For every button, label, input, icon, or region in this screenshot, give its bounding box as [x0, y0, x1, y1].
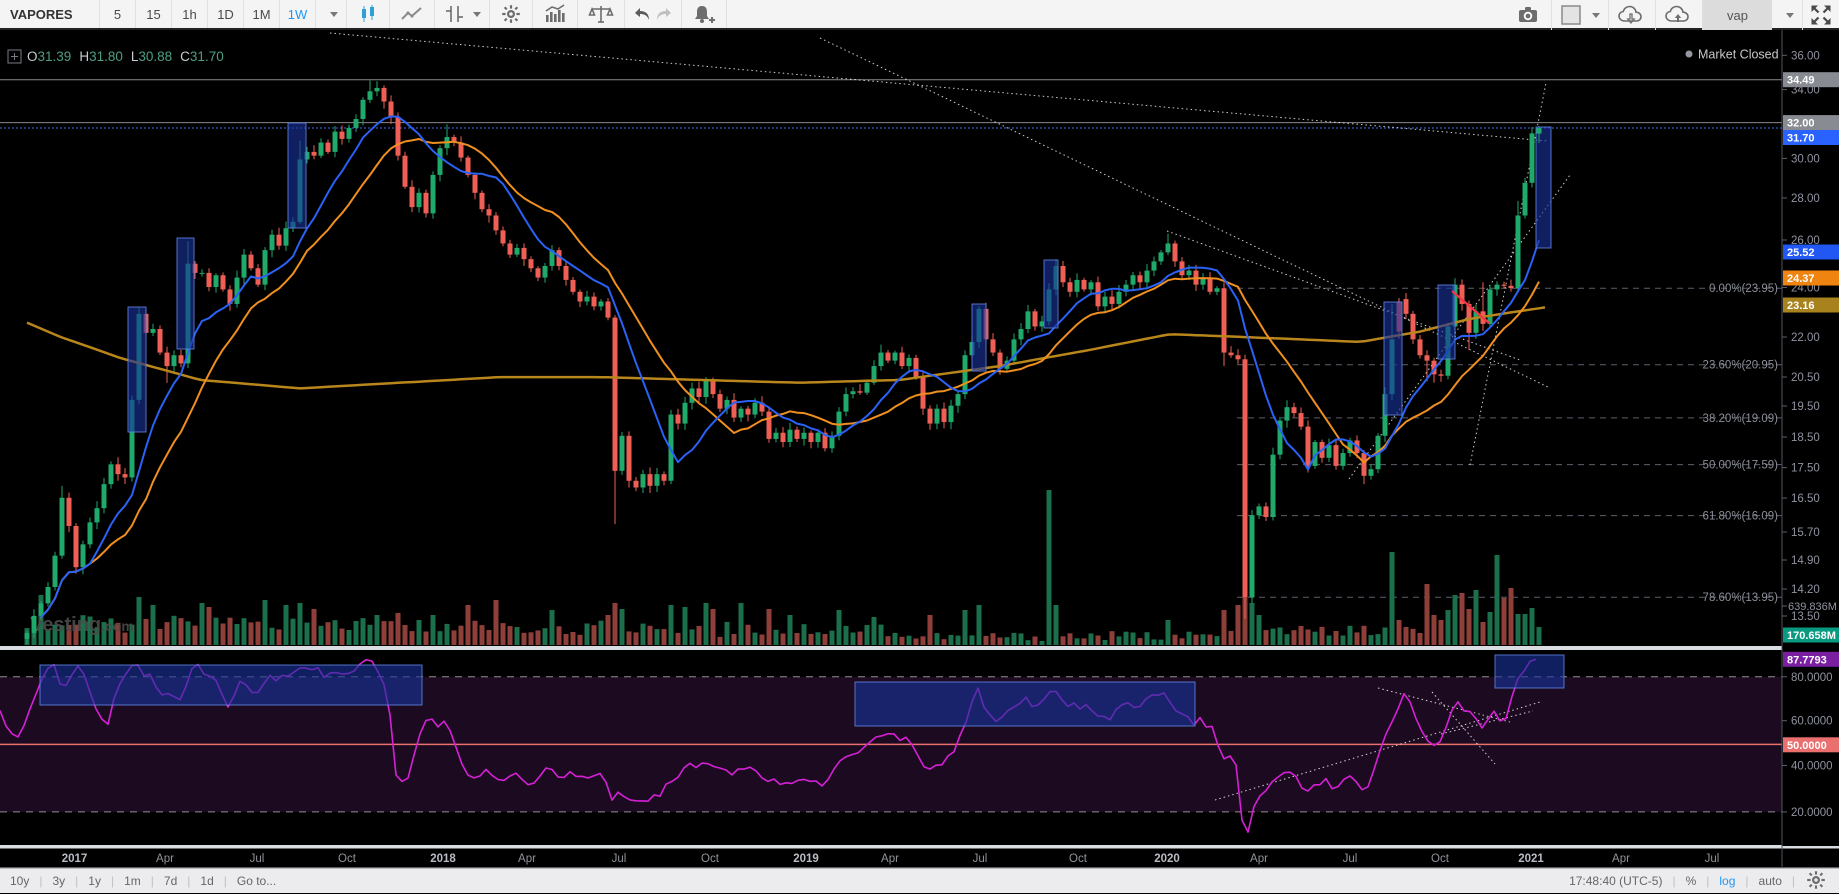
svg-text:34.00: 34.00	[1791, 85, 1820, 97]
svg-text:20.50: 20.50	[1791, 372, 1820, 384]
svg-text:Oct: Oct	[338, 853, 357, 865]
svg-text:22.00: 22.00	[1791, 332, 1820, 344]
svg-text:25.52: 25.52	[1787, 247, 1815, 259]
svg-text:16.50: 16.50	[1791, 493, 1820, 505]
svg-text:28.00: 28.00	[1791, 193, 1820, 205]
svg-text:0.00%(23.95): 0.00%(23.95)	[1709, 283, 1778, 295]
svg-text:Jul: Jul	[973, 853, 988, 865]
svg-text:17.50: 17.50	[1791, 463, 1820, 475]
svg-text:40.0000: 40.0000	[1791, 761, 1833, 773]
svg-text:32.00: 32.00	[1787, 118, 1815, 130]
svg-text:Jul: Jul	[1705, 853, 1720, 865]
svg-text:Market Closed: Market Closed	[1698, 48, 1779, 62]
svg-text:Oct: Oct	[1069, 853, 1088, 865]
svg-text:Apr: Apr	[156, 853, 174, 865]
svg-text:15.70: 15.70	[1791, 527, 1820, 539]
svg-text:50.00%(17.59): 50.00%(17.59)	[1703, 460, 1779, 472]
svg-text:Apr: Apr	[518, 853, 536, 865]
svg-text:2017: 2017	[62, 853, 88, 865]
svg-text:2021: 2021	[1518, 853, 1544, 865]
svg-text:Jul: Jul	[612, 853, 627, 865]
svg-text:60.0000: 60.0000	[1791, 716, 1833, 728]
svg-text:23.60%(20.95): 23.60%(20.95)	[1703, 360, 1779, 372]
svg-text:18.50: 18.50	[1791, 432, 1820, 444]
svg-text:30.00: 30.00	[1791, 153, 1820, 165]
svg-text:Oct: Oct	[701, 853, 720, 865]
svg-text:23.16: 23.16	[1787, 300, 1815, 312]
svg-text:2020: 2020	[1154, 853, 1180, 865]
svg-text:Jul: Jul	[1343, 853, 1358, 865]
svg-text:2019: 2019	[793, 853, 819, 865]
svg-text:24.37: 24.37	[1787, 273, 1815, 285]
svg-text:Apr: Apr	[1612, 853, 1630, 865]
svg-text:170.658M: 170.658M	[1787, 630, 1836, 642]
svg-text:26.00: 26.00	[1791, 235, 1820, 247]
svg-text:Jul: Jul	[250, 853, 265, 865]
svg-text:2018: 2018	[430, 853, 456, 865]
svg-text:87.7793: 87.7793	[1787, 654, 1827, 666]
svg-text:Vesting.com: Vesting.com	[30, 614, 134, 636]
svg-text:36.00: 36.00	[1791, 50, 1820, 62]
svg-text:Apr: Apr	[881, 853, 899, 865]
svg-text:14.90: 14.90	[1791, 555, 1820, 567]
svg-text:639.836M: 639.836M	[1788, 601, 1837, 613]
svg-text:38.20%(19.09): 38.20%(19.09)	[1703, 413, 1779, 425]
svg-text:Oct: Oct	[1431, 853, 1450, 865]
svg-text:20.0000: 20.0000	[1791, 807, 1833, 819]
svg-text:78.60%(13.95): 78.60%(13.95)	[1703, 592, 1779, 604]
svg-text:34.49: 34.49	[1787, 75, 1815, 87]
svg-text:31.70: 31.70	[1787, 133, 1815, 145]
svg-text:14.20: 14.20	[1791, 584, 1820, 596]
svg-text:61.80%(16.09): 61.80%(16.09)	[1703, 511, 1779, 523]
svg-text:13.50: 13.50	[1791, 611, 1820, 623]
svg-text:50.0000: 50.0000	[1787, 740, 1827, 752]
svg-text:19.50: 19.50	[1791, 401, 1820, 413]
svg-text:Apr: Apr	[1250, 853, 1268, 865]
svg-text:80.0000: 80.0000	[1791, 672, 1833, 684]
